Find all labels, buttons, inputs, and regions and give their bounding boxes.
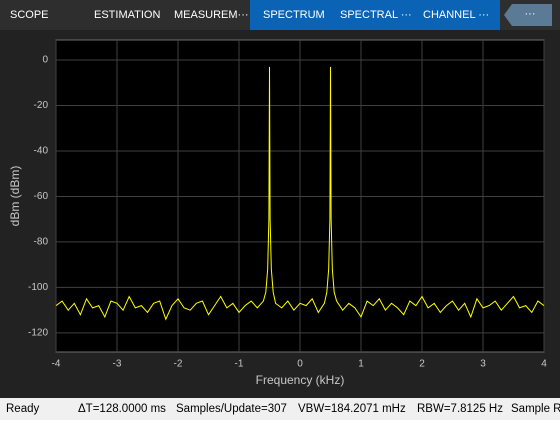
x-tick-label: 0 xyxy=(297,359,303,370)
toolbar-active-group xyxy=(250,0,500,30)
status-text: VBW=184.2071 mHz xyxy=(298,403,406,415)
tab[interactable]: SPECTRAL ··· xyxy=(340,9,412,21)
x-tick-label: 2 xyxy=(419,359,425,370)
status-text: Ready xyxy=(6,403,39,415)
spectrum-line xyxy=(55,66,545,321)
tab[interactable]: CHANNEL ··· xyxy=(423,9,489,21)
status-text: RBW=7.8125 Hz xyxy=(417,403,503,415)
more-button[interactable] xyxy=(504,4,552,26)
status-text: Samples/Update=307 xyxy=(176,403,287,415)
x-tick-label: -2 xyxy=(174,359,183,370)
status-text: Sample R xyxy=(511,403,560,415)
y-tick-label: -60 xyxy=(34,191,49,202)
x-tick-label: -4 xyxy=(52,359,61,370)
y-tick-label: 0 xyxy=(42,55,48,66)
x-tick-label: 3 xyxy=(480,359,486,370)
y-tick-label: -80 xyxy=(34,237,49,248)
x-tick-label: 1 xyxy=(358,359,364,370)
x-axis-label: Frequency (kHz) xyxy=(256,373,345,387)
tab[interactable]: SPECTRUM xyxy=(263,9,325,21)
more-label[interactable]: ··· xyxy=(525,8,536,20)
y-axis-label: dBm (dBm) xyxy=(8,166,22,227)
y-tick-label: -40 xyxy=(34,146,49,157)
x-tick-label: -1 xyxy=(235,359,244,370)
y-tick-label: -20 xyxy=(34,100,49,111)
tab[interactable]: SCOPE xyxy=(10,9,49,21)
y-tick-label: -120 xyxy=(28,328,48,339)
x-tick-label: 4 xyxy=(541,359,547,370)
status-bar xyxy=(0,398,560,420)
status-text: ΔT=128.0000 ms xyxy=(78,403,166,415)
tab[interactable]: MEASUREM··· xyxy=(174,9,249,21)
tab[interactable]: ESTIMATION xyxy=(94,9,160,21)
y-tick-label: -100 xyxy=(28,282,48,293)
x-tick-label: -3 xyxy=(113,359,122,370)
